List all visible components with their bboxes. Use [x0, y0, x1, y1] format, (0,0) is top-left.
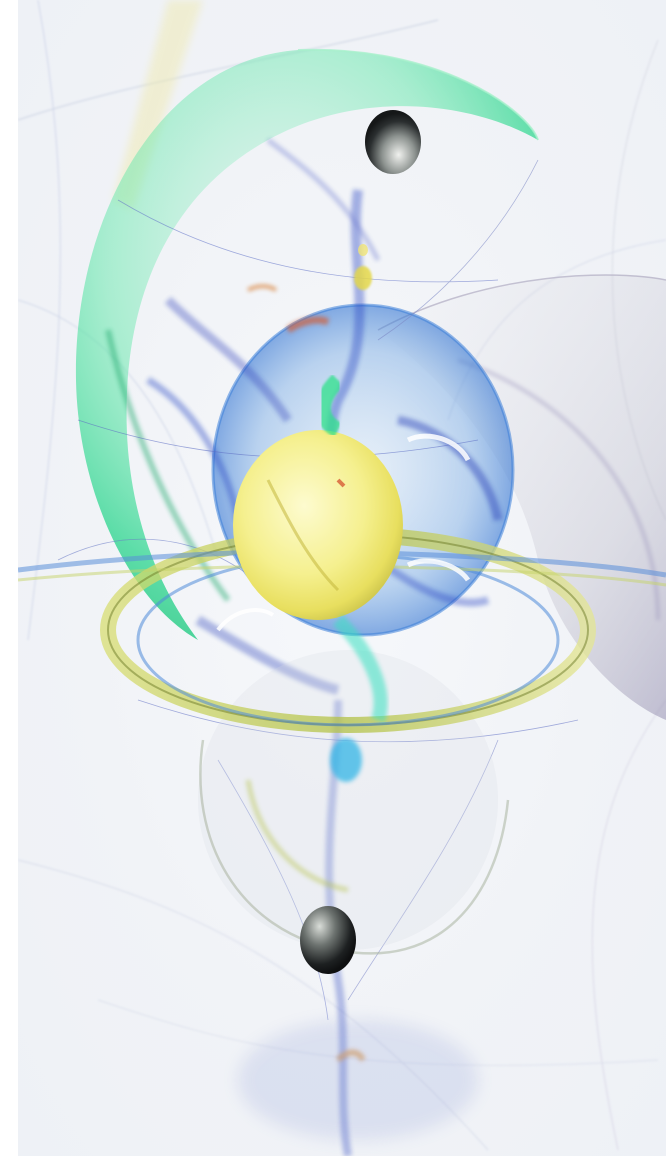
dark-orb-bottom	[300, 906, 356, 974]
lower-lens	[198, 650, 510, 955]
fine-hairs	[57, 159, 579, 1021]
fractal-svg	[18, 0, 666, 1156]
white-swooshes	[216, 433, 471, 632]
yellow-orb	[233, 374, 403, 723]
cyan-spot	[330, 738, 362, 782]
blue-haze-bottom	[238, 1020, 478, 1140]
dark-orb-top	[365, 110, 421, 174]
fractal-artwork	[18, 0, 666, 1156]
blue-streaks	[146, 138, 503, 1156]
yellow-dot	[354, 266, 372, 290]
